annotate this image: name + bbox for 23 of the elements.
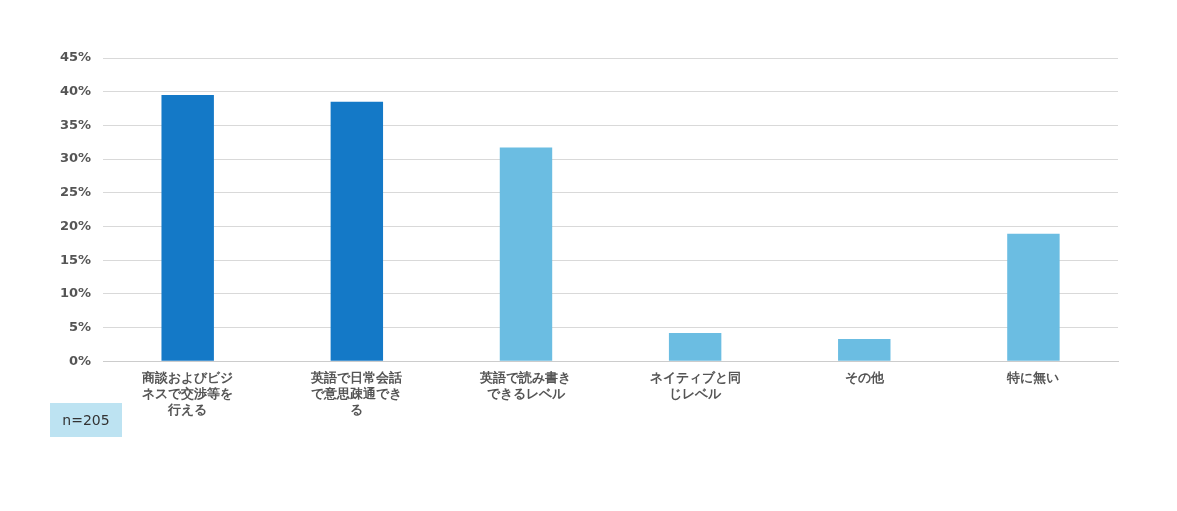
x-tick-label: 英語で日常会話で意思疎通できる <box>310 370 403 417</box>
y-tick-label: 5% <box>69 318 92 334</box>
x-tick-label: 英語で読み書きできるレベル <box>479 370 572 401</box>
y-tick-label: 0% <box>69 352 92 368</box>
bar <box>499 147 553 361</box>
y-tick-label: 45% <box>59 49 92 65</box>
bar <box>330 101 384 361</box>
bar <box>1007 233 1060 361</box>
x-tick-label: 特に無い <box>1006 370 1060 386</box>
bar <box>838 338 891 361</box>
x-tick-label: 商談およびビジネスで交渉等を行える <box>141 370 234 417</box>
y-tick-label: 40% <box>59 83 92 99</box>
x-tick-label: その他 <box>844 370 885 386</box>
bar <box>161 95 214 361</box>
y-tick-label: 20% <box>59 217 92 233</box>
y-tick-label: 30% <box>59 150 92 166</box>
x-tick-label: ネイティブと同じレベル <box>649 370 741 401</box>
y-tick-label: 15% <box>59 251 92 267</box>
y-tick-label: 10% <box>59 285 92 301</box>
text: n=205 <box>50 403 122 437</box>
y-tick-label: 35% <box>59 116 92 132</box>
bar <box>668 332 722 361</box>
y-tick-label: 25% <box>59 184 92 200</box>
